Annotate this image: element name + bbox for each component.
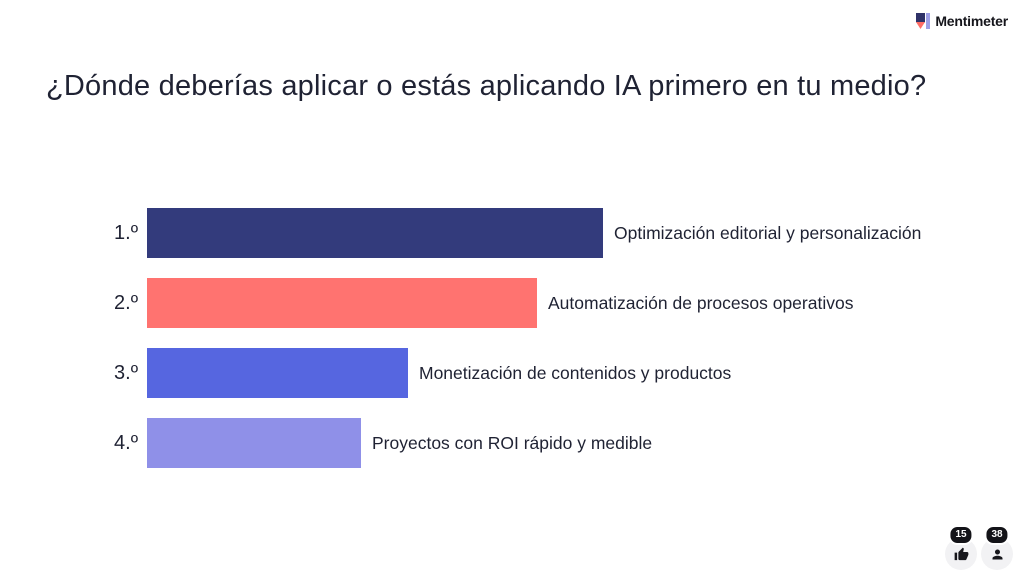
reactions-bar: 15 38	[945, 525, 1013, 570]
ranking-bar	[147, 278, 537, 328]
chart-row: 4.º Proyectos con ROI rápido y medible	[100, 418, 1024, 468]
bar-label: Monetización de contenidos y productos	[419, 362, 732, 383]
rank-label: 3.º	[114, 361, 138, 384]
chart-row: 3.º Monetización de contenidos y product…	[100, 348, 1024, 398]
thumbs-up-button[interactable]: 15	[945, 525, 977, 570]
ranking-bar	[147, 348, 408, 398]
bar-label: Automatización de procesos operativos	[548, 292, 854, 313]
chart-row: 2.º Automatización de procesos operativo…	[100, 278, 1024, 328]
mentimeter-logo-icon	[916, 13, 931, 29]
bar-label: Optimización editorial y personalización	[614, 222, 922, 243]
chart-row: 1.º Optimización editorial y personaliza…	[100, 208, 1024, 258]
participants-button[interactable]: 38	[981, 525, 1013, 570]
mentimeter-logo-text: Mentimeter	[935, 13, 1008, 29]
thumbs-up-icon	[954, 547, 968, 560]
bar-area: Automatización de procesos operativos	[147, 278, 1024, 328]
person-icon	[992, 549, 1002, 559]
mentimeter-logo: Mentimeter	[916, 13, 1008, 29]
thumbs-up-count-badge: 15	[948, 525, 974, 545]
ranking-bar	[147, 418, 361, 468]
bar-area: Proyectos con ROI rápido y medible	[147, 418, 1024, 468]
slide-title: ¿Dónde deberías aplicar o estás aplicand…	[46, 70, 927, 102]
ranking-bar-chart: 1.º Optimización editorial y personaliza…	[100, 208, 1024, 488]
participants-count-badge: 38	[984, 525, 1010, 545]
rank-label: 1.º	[114, 221, 138, 244]
rank-label: 2.º	[114, 291, 138, 314]
ranking-bar	[147, 208, 603, 258]
bar-label: Proyectos con ROI rápido y medible	[372, 432, 653, 453]
bar-area: Monetización de contenidos y productos	[147, 348, 1024, 398]
bar-area: Optimización editorial y personalización	[147, 208, 1024, 258]
rank-label: 4.º	[114, 431, 138, 454]
